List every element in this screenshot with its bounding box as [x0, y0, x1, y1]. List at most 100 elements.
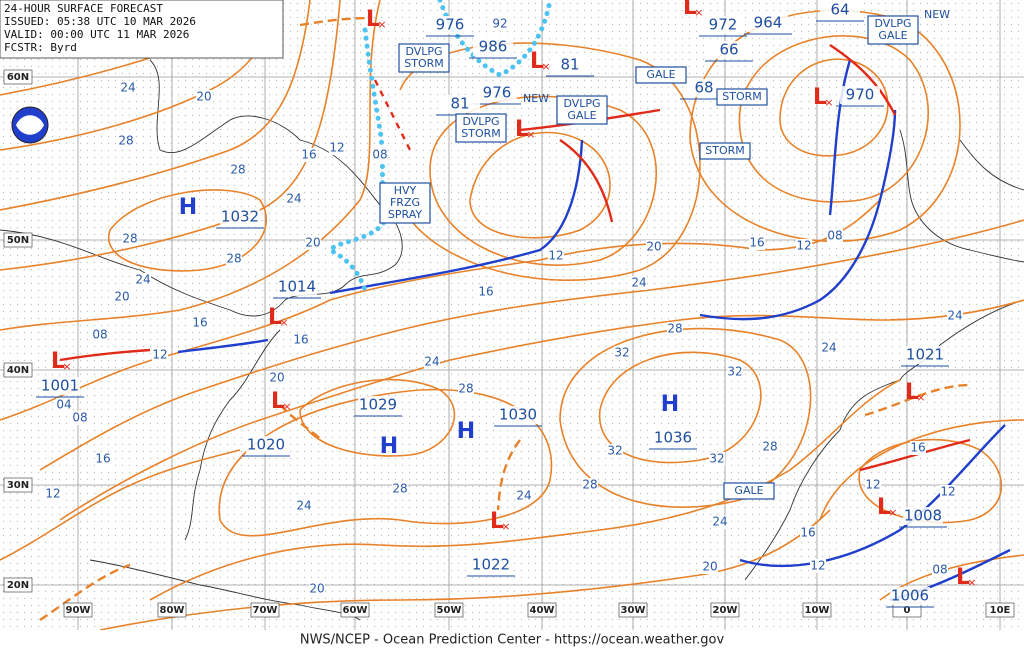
longitude-label-box — [710, 602, 740, 618]
isobar-label: 16 — [293, 333, 308, 347]
warning-text: DVLPG — [405, 45, 442, 58]
pressure-label-bg — [471, 556, 511, 574]
pressure-label-bg — [220, 208, 260, 226]
longitude-label-box — [527, 602, 557, 618]
isobar-label-bg — [492, 17, 508, 31]
isobar-label: 28 — [458, 382, 473, 396]
isobar-label: 08 — [932, 563, 947, 577]
latitude-label: 40N — [7, 365, 29, 376]
longitude-label-box — [618, 602, 648, 618]
pressure-label-bg — [430, 16, 470, 34]
pressure-label: 1036 — [654, 429, 692, 447]
isobar-label: 12 — [548, 249, 563, 263]
isobar-label-bg — [709, 452, 725, 466]
isobar-label-bg — [192, 316, 208, 330]
longitude-label-box — [250, 602, 280, 618]
pressure-label: 1029 — [359, 396, 397, 414]
isobar-label-bg — [56, 398, 72, 412]
pressure-label: 1014 — [278, 278, 316, 296]
isobar-label: 12 — [810, 559, 825, 573]
isobar-label: 24 — [631, 276, 646, 290]
warning-text: GALE — [646, 68, 675, 81]
isobar-label: 08 — [72, 411, 87, 425]
isobar-label: 24 — [821, 341, 836, 355]
pressure-label: 1021 — [906, 346, 944, 364]
longitude-label-box — [802, 602, 832, 618]
isobar-label: 16 — [301, 148, 316, 162]
low-center-x: × — [377, 18, 386, 31]
longitude-label: 50W — [437, 605, 462, 616]
pressure-label: 66 — [719, 41, 738, 59]
pressure-label-bg — [246, 436, 286, 454]
high-symbol: H — [380, 434, 398, 459]
header: 24-HOUR SURFACE FORECAST ISSUED: 05:38 U… — [0, 0, 284, 59]
pressure-label: 68 — [694, 79, 713, 97]
longitude-label: 20W — [713, 605, 738, 616]
warning-box — [379, 182, 431, 224]
new-label: NEW — [523, 92, 549, 105]
isobar-label: 12 — [152, 348, 167, 362]
isobar-label-bg — [631, 276, 647, 290]
low-center-x: × — [526, 128, 535, 141]
longitude-label: 10W — [805, 605, 830, 616]
pressure-label: 1030 — [499, 406, 537, 424]
isobar-label-bg — [810, 559, 826, 573]
longitude-label: 60W — [343, 605, 368, 616]
isobar-label-bg — [296, 499, 312, 513]
warning-text: GALE — [734, 484, 763, 497]
longitude-label-box — [340, 602, 370, 618]
new-label: NEW — [924, 8, 950, 21]
low-symbol: L — [490, 509, 504, 534]
longitude-label: 70W — [253, 605, 278, 616]
isobar-label-bg — [122, 232, 138, 246]
isobar-label-bg — [458, 382, 474, 396]
pressure-label-bg — [903, 507, 943, 525]
low-center-x: × — [888, 506, 897, 519]
low-center-x: × — [282, 400, 291, 413]
low-symbol: L — [813, 85, 827, 110]
low-center-x: × — [694, 6, 703, 19]
longitude-label-box — [63, 602, 93, 618]
isobar-label-bg — [749, 236, 765, 250]
isobar-label-bg — [72, 411, 88, 425]
isobar-label-bg — [607, 444, 623, 458]
isobar-label-bg — [226, 252, 242, 266]
isobar-label: 24 — [424, 355, 439, 369]
isobar-label-bg — [548, 249, 564, 263]
isobar-label: 28 — [667, 322, 682, 336]
isobar-label-bg — [92, 328, 108, 342]
warning-box — [635, 66, 687, 84]
warning-text: STORM — [461, 127, 501, 140]
isobar-label: 28 — [392, 482, 407, 496]
longitude-label: 10E — [990, 605, 1011, 616]
longitude-label: 0 — [904, 605, 911, 616]
pressure-label-bg — [748, 14, 788, 32]
isobar-label: 24 — [712, 515, 727, 529]
warning-box — [398, 43, 450, 73]
pressure-label-bg — [820, 1, 860, 19]
warning-text: DVLPG — [874, 17, 911, 30]
isobar-label-bg — [910, 441, 926, 455]
graticule — [0, 0, 1024, 630]
pressure-label-bg — [653, 429, 693, 447]
pressure-label-bg — [477, 84, 517, 102]
pressure-label: 986 — [479, 38, 508, 56]
isobar-label: 16 — [192, 316, 207, 330]
latitude-label-box — [3, 232, 33, 248]
isobar-label: 12 — [45, 487, 60, 501]
isobar-label: 28 — [230, 163, 245, 177]
warning-text: STORM — [404, 57, 444, 70]
isobar-label-bg — [293, 333, 309, 347]
isobar-label: 92 — [492, 17, 507, 31]
low-center-x: × — [62, 360, 71, 373]
isobar-label: 24 — [947, 309, 962, 323]
isobar-label-bg — [614, 346, 630, 360]
pressure-label-bg — [550, 56, 590, 74]
pressure-label-bg — [40, 377, 80, 395]
isobar-label-bg — [478, 285, 494, 299]
pressure-label: 1032 — [221, 208, 259, 226]
isobar-label-bg — [865, 478, 881, 492]
header-valid: VALID: 00:00 UTC 11 MAR 2026 — [4, 28, 189, 41]
isobar-label-bg — [392, 482, 408, 496]
footer-background — [0, 630, 1024, 652]
